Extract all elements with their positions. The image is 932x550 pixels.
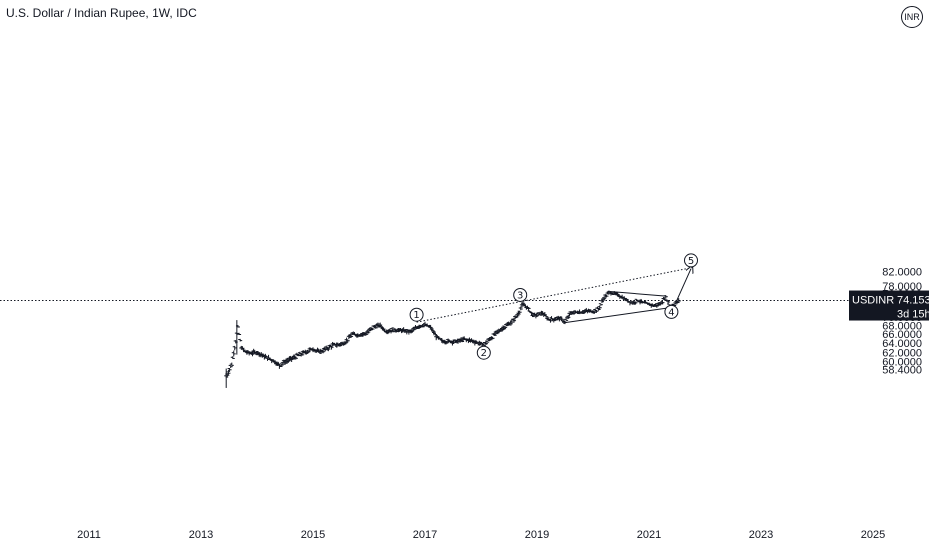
y-tick-label: 66.0000 bbox=[882, 329, 922, 341]
wave-label-circle bbox=[513, 287, 528, 302]
x-tick-label: 2019 bbox=[525, 529, 549, 541]
x-tick-label: 2011 bbox=[77, 529, 101, 541]
chart-title: U.S. Dollar / Indian Rupee, 1W, IDC bbox=[6, 6, 197, 20]
x-tick-label: 2021 bbox=[637, 529, 661, 541]
wave-label-circle bbox=[684, 253, 698, 268]
y-tick-label: 58.4000 bbox=[882, 365, 922, 377]
trend-line-solid bbox=[564, 307, 669, 324]
wave-label-circle bbox=[476, 345, 491, 360]
wave-label-circle bbox=[664, 304, 679, 319]
trend-line-dotted bbox=[416, 266, 694, 323]
x-tick-label: 2015 bbox=[301, 529, 325, 541]
x-axis: 2011 2013 2015 2017 2019 2021 2023 2025 bbox=[77, 529, 885, 541]
wave-label-2: 2 bbox=[481, 348, 487, 359]
candles-group bbox=[224, 290, 681, 388]
y-tick-label: 64.0000 bbox=[882, 338, 922, 350]
wave-label-1: 1 bbox=[413, 310, 419, 321]
price-tag-box bbox=[849, 290, 929, 321]
x-tick-label: 2013 bbox=[189, 529, 213, 541]
y-tick-label: 78.0000 bbox=[882, 281, 922, 293]
trend-line-solid bbox=[609, 291, 666, 297]
price-tag-price: 74.1530 bbox=[897, 295, 932, 307]
price-tag: USDINR 74.1530 3d 15h bbox=[849, 290, 932, 321]
wave-label-5: 5 bbox=[688, 256, 694, 267]
x-tick-label: 2017 bbox=[413, 529, 437, 541]
price-tag-countdown: 3d 15h bbox=[897, 309, 931, 321]
currency-badge[interactable]: INR bbox=[901, 6, 923, 28]
y-tick-label: 82.0000 bbox=[882, 266, 922, 278]
trend-line-arrow bbox=[676, 269, 691, 301]
y-tick-label: 60.0000 bbox=[882, 357, 922, 369]
x-tick-label: 2023 bbox=[749, 529, 773, 541]
y-axis: 58.400060.000062.000064.000066.000068.00… bbox=[882, 266, 922, 376]
price-tag-symbol: USDINR bbox=[852, 295, 894, 307]
wave-label-3: 3 bbox=[517, 290, 523, 301]
wave-labels: 1 2 3 4 5 bbox=[409, 253, 698, 360]
wave-label-4: 4 bbox=[668, 307, 674, 318]
wave-label-circle bbox=[409, 307, 424, 322]
x-tick-label: 2025 bbox=[861, 529, 885, 541]
drawing-lines bbox=[0, 266, 849, 324]
y-tick-label: 68.0000 bbox=[882, 321, 922, 333]
y-tick-label: 62.0000 bbox=[882, 347, 922, 359]
